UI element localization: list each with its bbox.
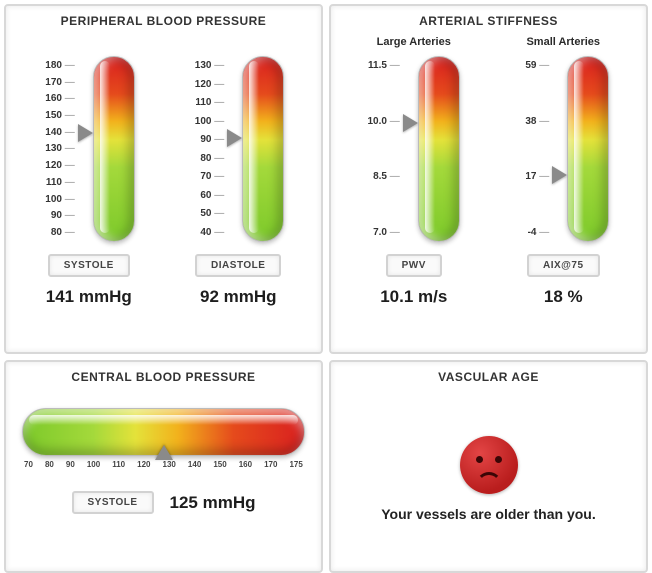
pwv-scale: 11.510.08.57.0 [358,60,400,238]
pwv-value: 10.1 m/s [380,287,447,307]
central-label: SYSTOLE [72,491,154,514]
pwv-tube [418,56,460,242]
diastole-tube [242,56,284,242]
small-arteries-subtitle: Small Arteries [526,36,600,52]
diastole-label: DIASTOLE [195,254,281,277]
aix-scale: 593817-4 [507,60,549,238]
systole-gauge-col: 1801701601501401301201101009080 SYSTOLE … [14,36,164,307]
systole-scale: 1801701601501401301201101009080 [33,60,75,238]
vascular-age-message: Your vessels are older than you. [381,506,595,522]
diastole-gauge: 130120110100908070605040 [178,54,298,244]
systole-label: SYSTOLE [48,254,130,277]
pwv-gauge: 11.510.08.57.0 [354,54,474,244]
diastole-scale: 130120110100908070605040 [182,60,224,238]
panel-title-vascular: VASCULAR AGE [331,362,646,390]
sad-face-icon [460,436,518,494]
panel-title-arterial: ARTERIAL STIFFNESS [331,6,646,34]
panel-title-central: CENTRAL BLOOD PRESSURE [6,362,321,390]
arterial-gauges: Large Arteries 11.510.08.57.0 PWV 10.1 m… [331,36,646,307]
aix-tube [567,56,609,242]
aix-label: AIX@75 [527,254,600,277]
systole-value: 141 mmHg [46,287,132,307]
diastole-value: 92 mmHg [200,287,277,307]
aix-gauge: 593817-4 [503,54,623,244]
large-arteries-subtitle: Large Arteries [377,36,451,52]
panel-title-peripheral: PERIPHERAL BLOOD PRESSURE [6,6,321,34]
panel-central-bp: CENTRAL BLOOD PRESSURE 70809010011012013… [4,360,323,573]
panel-vascular-age: VASCULAR AGE Your vessels are older than… [329,360,648,573]
systole-tube [93,56,135,242]
pwv-label: PWV [386,254,442,277]
aix-gauge-col: Small Arteries 593817-4 AIX@75 18 % [489,36,639,307]
systole-gauge: 1801701601501401301201101009080 [29,54,149,244]
peripheral-gauges: 1801701601501401301201101009080 SYSTOLE … [6,36,321,307]
central-scale: 708090100110120130140150160170175 [22,460,305,469]
pwv-pointer [403,114,418,132]
aix-value: 18 % [544,287,583,307]
systole-pointer [78,124,93,142]
panel-peripheral-bp: PERIPHERAL BLOOD PRESSURE 18017016015014… [4,4,323,354]
central-pointer [155,445,173,460]
diastole-gauge-col: 130120110100908070605040 DIASTOLE 92 mmH… [164,36,314,307]
diastole-pointer [227,129,242,147]
central-value: 125 mmHg [170,493,256,513]
panel-arterial-stiffness: ARTERIAL STIFFNESS Large Arteries 11.510… [329,4,648,354]
pwv-gauge-col: Large Arteries 11.510.08.57.0 PWV 10.1 m… [339,36,489,307]
central-gauge-area: 708090100110120130140150160170175 SYSTOL… [6,390,321,518]
aix-pointer [552,166,567,184]
